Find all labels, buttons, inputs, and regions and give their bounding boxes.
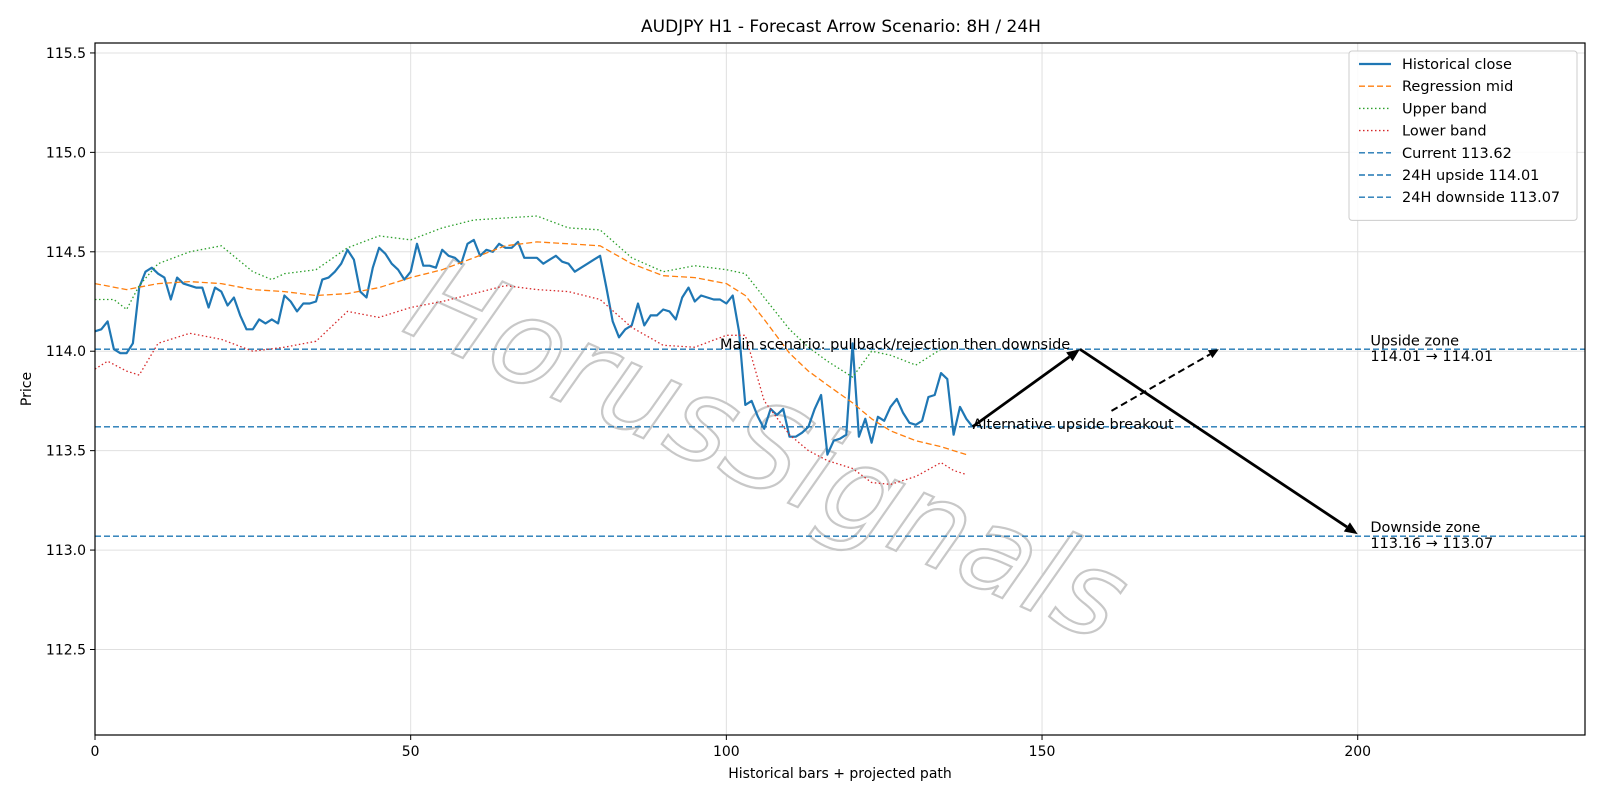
annotation-3: Upside zone: [1370, 333, 1459, 349]
reference-lines: [95, 348, 1585, 537]
y-tick-label: 114.0: [46, 344, 86, 360]
x-tick-label: 150: [1029, 744, 1056, 760]
arrow-2-head: [1343, 522, 1358, 535]
y-tick-label: 114.5: [46, 245, 86, 261]
legend-label: Historical close: [1402, 57, 1512, 73]
x-axis-label: Historical bars + projected path: [728, 766, 952, 782]
series-lower-band: [94, 284, 967, 486]
y-tick-label: 115.5: [46, 46, 86, 62]
arrow-2-shaft: [1079, 348, 1348, 529]
legend-label: Current 113.62: [1402, 146, 1512, 162]
y-tick-label: 113.5: [46, 444, 86, 460]
y-tick-label: 113.0: [46, 543, 86, 559]
annotation-6: 113.16 → 113.07: [1370, 536, 1493, 552]
arrow-1-shaft: [971, 355, 1071, 428]
x-tick-label: 0: [91, 744, 100, 760]
arrow-3-head: [1207, 349, 1219, 359]
series-lines: [94, 215, 974, 486]
legend-label: Regression mid: [1402, 79, 1513, 95]
annotation-2: Alternative upside breakout: [973, 417, 1174, 433]
series-regression-mid: [94, 241, 967, 456]
arrow-3-shaft: [1110, 353, 1211, 412]
chart-title: AUDJPY H1 - Forecast Arrow Scenario: 8H …: [641, 17, 1041, 37]
legend-label: 24H upside 114.01: [1402, 168, 1539, 184]
legend-label: Upper band: [1402, 101, 1487, 117]
plot-frame: [94, 42, 1586, 736]
y-axis-label: Price: [19, 372, 35, 406]
grid: [94, 43, 1585, 735]
annotation-4: 114.01 → 114.01: [1370, 349, 1493, 365]
annotation-1: Main scenario: pullback/rejection then d…: [720, 337, 1070, 353]
x-tick-label: 50: [402, 744, 420, 760]
legend-box: [1348, 50, 1578, 221]
legend: Historical close Regression mid Upper band…: [1348, 50, 1578, 221]
series-upper-band: [95, 215, 942, 378]
x-tick-label: 200: [1344, 744, 1371, 760]
legend-label: Lower band: [1402, 124, 1487, 140]
annotation-5: Downside zone: [1370, 520, 1480, 536]
legend-label: 24H downside 113.07: [1402, 190, 1560, 206]
y-axis-ticks: 112.5 113.0 113.5 114.0 114.5 115.0 115.5: [46, 46, 95, 658]
series-historical-close: [94, 238, 974, 456]
y-tick-label: 115.0: [46, 145, 86, 161]
x-axis-ticks: 0 50 100 150 200: [91, 735, 1371, 760]
y-tick-label: 112.5: [46, 642, 86, 658]
x-tick-label: 100: [713, 744, 740, 760]
forecast-arrows: [971, 348, 1358, 535]
arrow-1-head: [1066, 349, 1080, 362]
annotations: Main scenario: pullback/rejection then d…: [720, 333, 1493, 552]
